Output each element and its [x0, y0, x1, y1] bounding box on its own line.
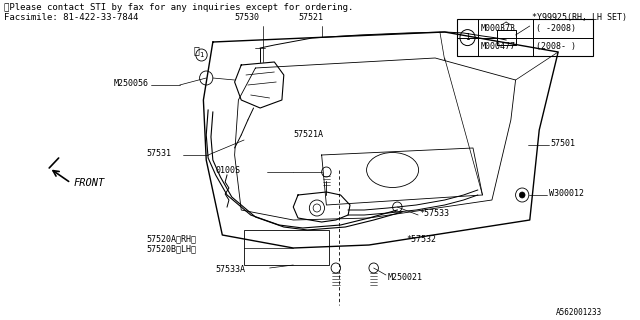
- Text: M250021: M250021: [388, 273, 423, 282]
- Bar: [457, 19, 593, 56]
- Text: M000477: M000477: [481, 42, 516, 51]
- Text: 57530: 57530: [235, 13, 260, 22]
- Text: 57531: 57531: [147, 148, 172, 157]
- Text: 57521A: 57521A: [293, 130, 323, 139]
- Text: (2008- ): (2008- ): [536, 42, 575, 51]
- Text: *Y99925(RH, LH SET): *Y99925(RH, LH SET): [532, 13, 627, 22]
- Text: A562001233: A562001233: [556, 308, 602, 317]
- Text: ①: ①: [194, 45, 200, 55]
- Text: ※Please contact STI by fax for any inquiries except for ordering.: ※Please contact STI by fax for any inqui…: [4, 3, 353, 12]
- Text: *57533: *57533: [419, 209, 449, 218]
- Text: M250056: M250056: [113, 78, 148, 87]
- Text: 1: 1: [200, 52, 204, 58]
- Text: 57521: 57521: [298, 13, 323, 22]
- Text: FRONT: FRONT: [74, 178, 105, 188]
- Text: M000373: M000373: [481, 24, 516, 33]
- Text: 1: 1: [465, 33, 470, 42]
- Text: ( -2008): ( -2008): [536, 24, 575, 33]
- Text: 57520A〈RH〉: 57520A〈RH〉: [147, 234, 196, 243]
- Text: 57533A: 57533A: [216, 266, 246, 275]
- Bar: [244, 230, 329, 265]
- Text: W300012: W300012: [548, 188, 584, 197]
- Text: *57532: *57532: [407, 235, 436, 244]
- Text: Facsimile: 81-422-33-7844: Facsimile: 81-422-33-7844: [4, 13, 138, 22]
- Text: 0100S: 0100S: [216, 165, 241, 174]
- Text: 57520B〈LH〉: 57520B〈LH〉: [147, 244, 196, 253]
- Circle shape: [520, 192, 525, 198]
- Text: 57501: 57501: [550, 139, 575, 148]
